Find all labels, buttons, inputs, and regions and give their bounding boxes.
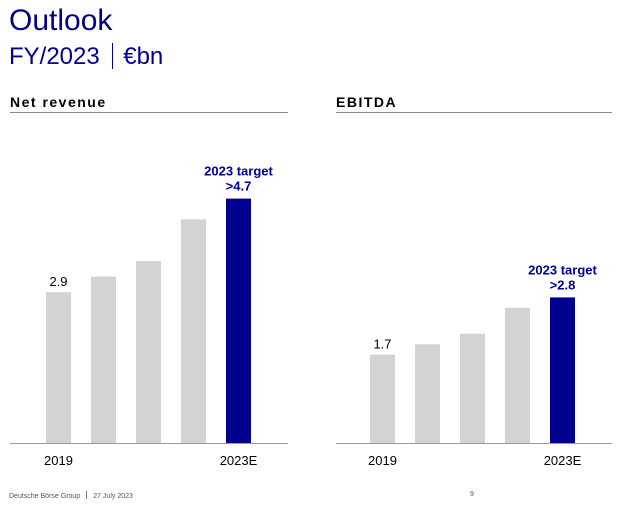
- ebitda-data-label-2019: 1.7: [373, 337, 391, 352]
- net-revenue-bar-2019: [46, 292, 71, 443]
- ebitda-bar-2021: [460, 333, 485, 443]
- subtitle-period: FY/2023: [9, 43, 100, 70]
- ebitda-divider: [336, 112, 612, 113]
- net-revenue-bar-2023E: [226, 198, 251, 443]
- subtitle-separator: [111, 43, 114, 69]
- net-revenue-bar-2022: [181, 219, 206, 443]
- footer-date: 27 July 2023: [93, 493, 133, 500]
- footer-separator: [86, 491, 88, 499]
- subtitle-unit: €bn: [123, 43, 164, 70]
- net-revenue-target-label: 2023 target: [204, 164, 273, 179]
- page-title: Outlook: [9, 4, 113, 37]
- ebitda-tick-label-2019: 2019: [368, 453, 397, 468]
- net-revenue-data-label-2019: 2.9: [49, 274, 67, 289]
- footer: Deutsche Börse Group 27 July 2023: [9, 491, 133, 500]
- net-revenue-bar-2020: [91, 276, 116, 443]
- ebitda-bar-2020: [415, 344, 440, 443]
- net-revenue-divider: [10, 112, 288, 113]
- ebitda-section-title: EBITDA: [336, 94, 398, 110]
- page-subtitle: FY/2023 €bn: [9, 42, 163, 72]
- ebitda-target-value: >2.8: [550, 277, 576, 292]
- page-number: 9: [470, 491, 474, 498]
- net-revenue-bar-2021: [136, 261, 161, 443]
- net-revenue-tick-label-2019: 2019: [44, 453, 73, 468]
- net-revenue-section-title: Net revenue: [10, 94, 107, 110]
- ebitda-target-label: 2023 target: [528, 262, 597, 277]
- ebitda-bar-2023E: [550, 297, 575, 443]
- ebitda-bar-2019: [370, 354, 395, 443]
- ebitda-bar-2022: [505, 307, 530, 443]
- footer-company: Deutsche Börse Group: [9, 493, 81, 500]
- ebitda-tick-label-2023E: 2023E: [544, 453, 582, 468]
- net-revenue-target-value: >4.7: [226, 179, 252, 194]
- net-revenue-tick-label-2023E: 2023E: [220, 453, 258, 468]
